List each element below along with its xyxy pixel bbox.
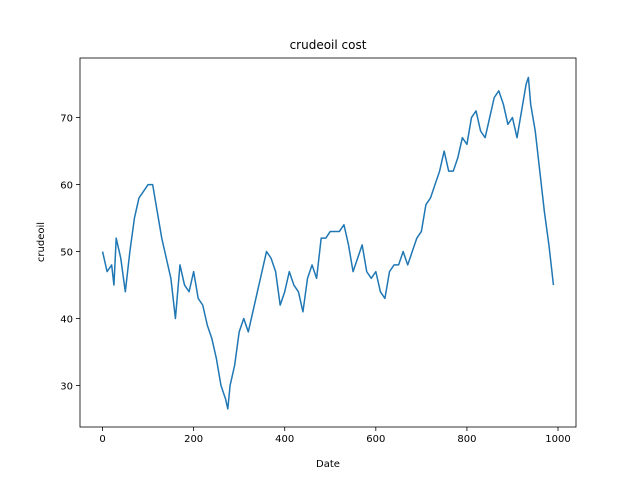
x-tick-label: 1000 [545, 434, 570, 445]
x-tick-label: 0 [99, 434, 105, 445]
y-tick-label: 50 [60, 248, 73, 259]
y-tick-label: 40 [60, 315, 73, 326]
y-tick-label: 70 [60, 114, 73, 125]
x-tick-label: 200 [184, 434, 203, 445]
plot-frame [79, 57, 577, 428]
x-tick-label: 600 [366, 434, 385, 445]
x-axis-label: Date [316, 459, 340, 470]
line-series [101, 76, 555, 410]
x-tick-label: 800 [457, 434, 476, 445]
y-tick-label: 30 [60, 381, 73, 392]
x-tick-label: 400 [275, 434, 294, 445]
chart-title: crudeoil cost [290, 38, 367, 52]
y-axis-label: crudeoil [36, 222, 47, 262]
y-tick-label: 60 [60, 181, 73, 192]
